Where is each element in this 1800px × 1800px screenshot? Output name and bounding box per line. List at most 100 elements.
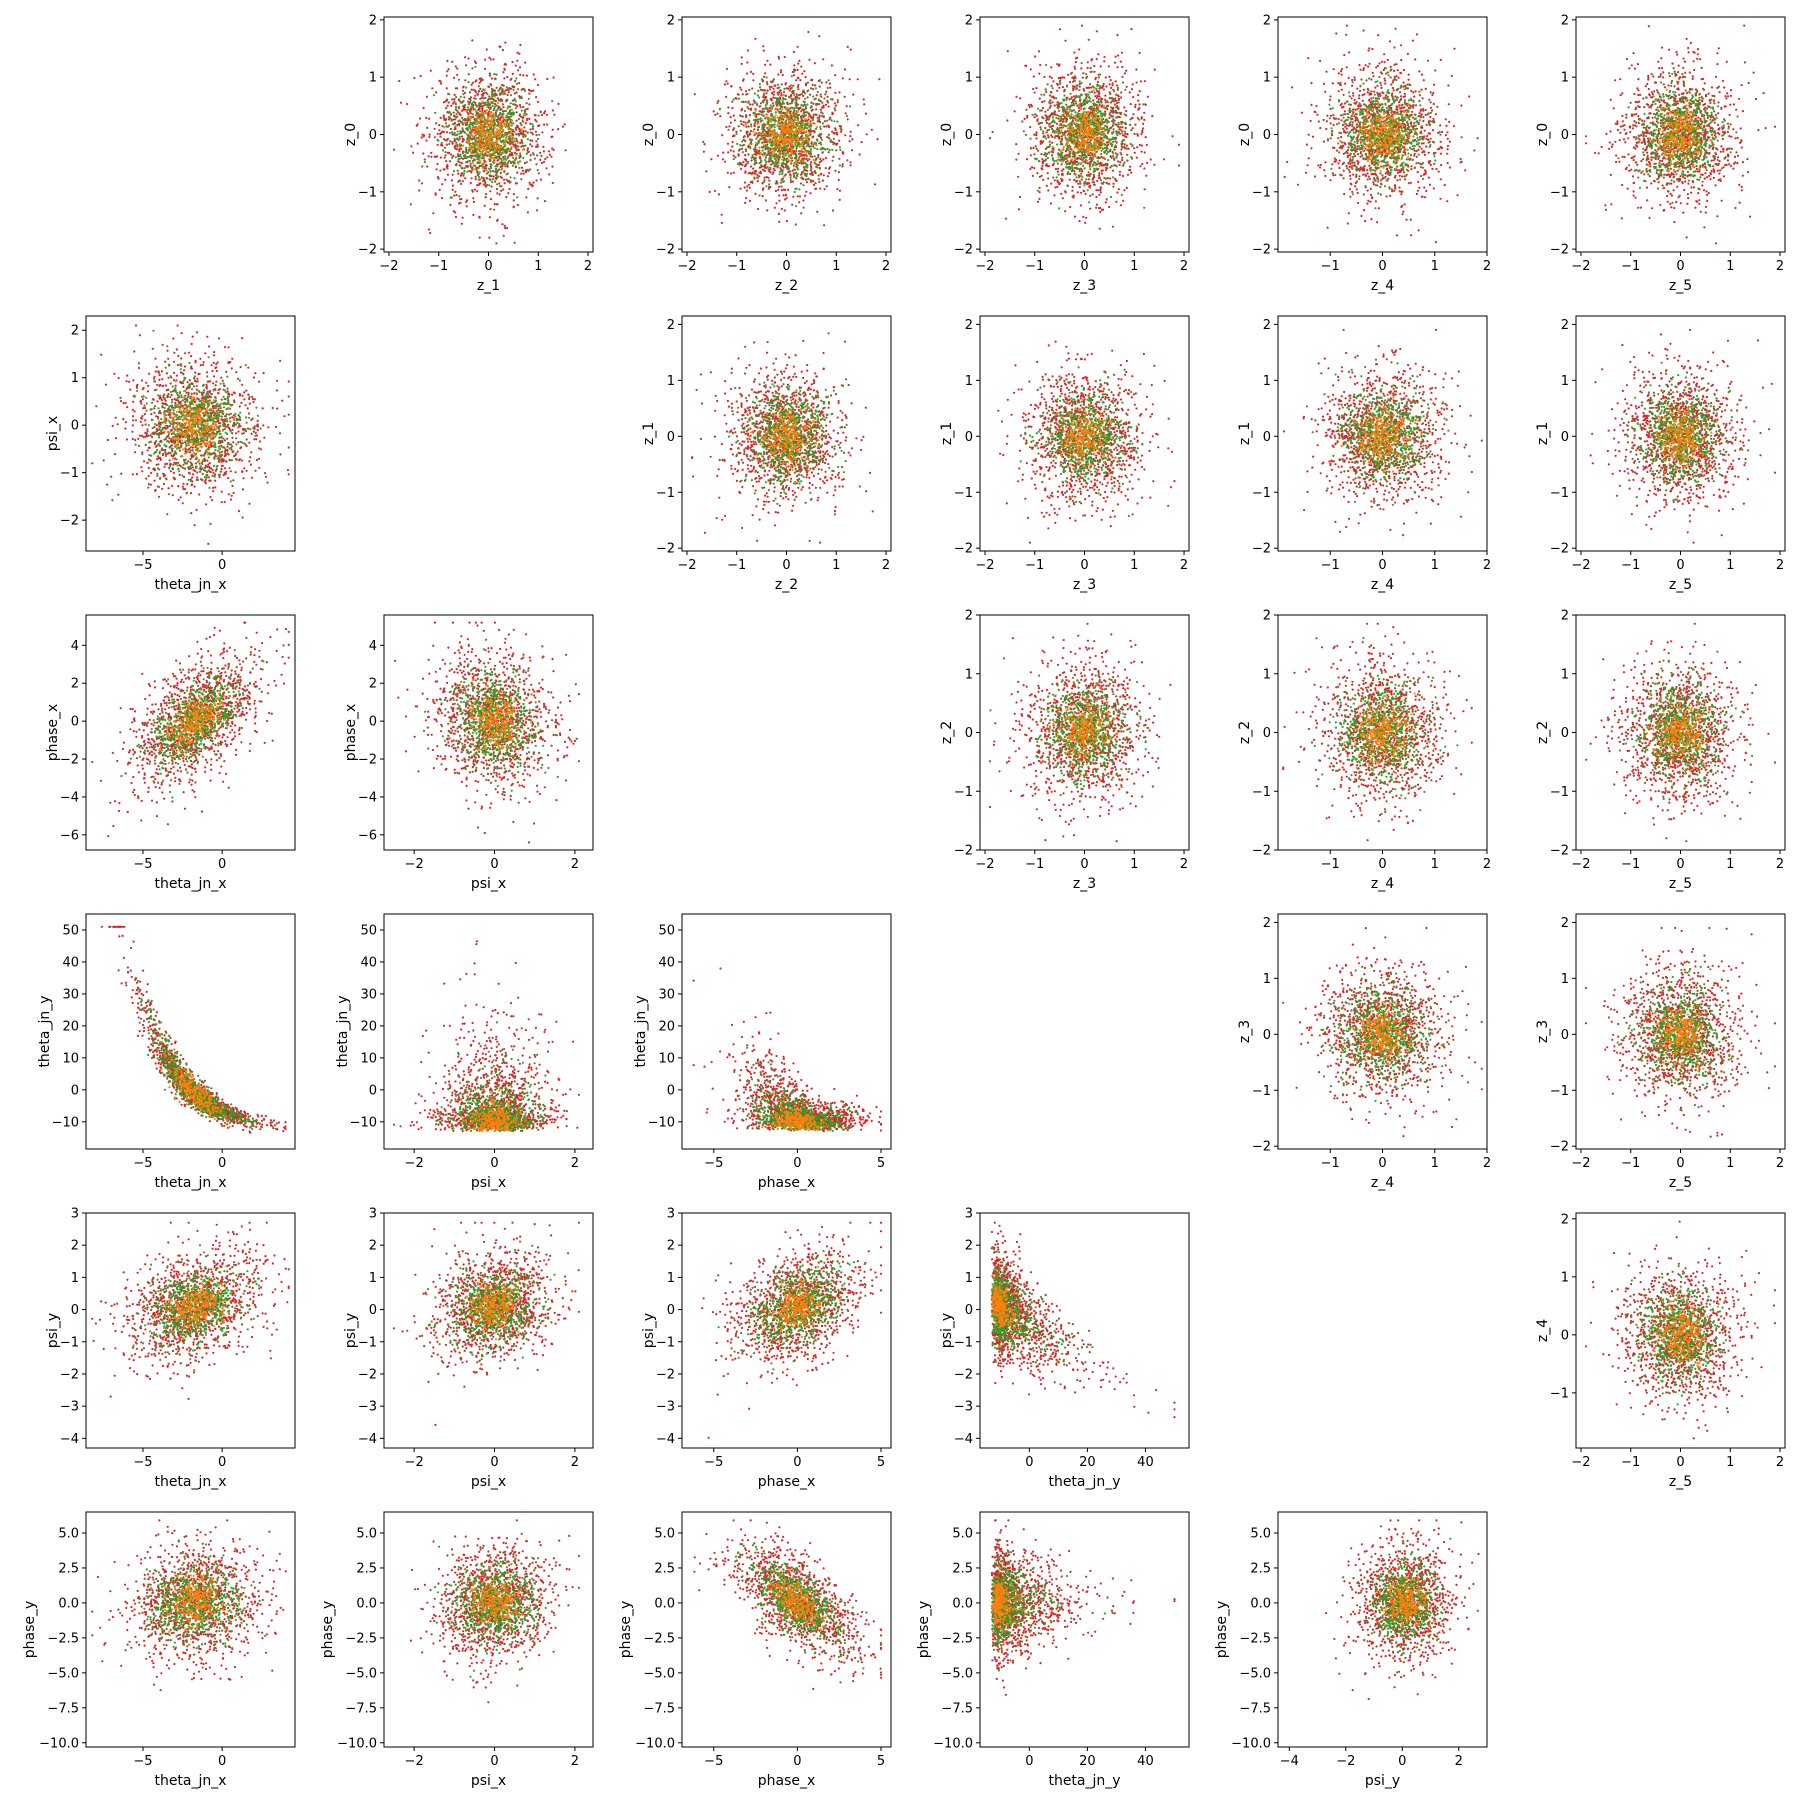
point-red [542,146,544,148]
point-red [504,63,506,65]
point-red [491,186,493,188]
point-red [484,59,486,61]
point-red [489,190,491,192]
point-red [460,183,462,185]
point-red [534,78,536,80]
point-red [435,91,437,93]
point-red [488,95,490,97]
point-red [528,93,530,95]
pair-plot-figure: −2 −1 0 1 2−2−1012z_1z_0−2 −1 0 1 2−2−1012z_2z_0… [0,0,1800,1800]
point-red [539,152,541,154]
point-red [492,178,494,180]
point-red [475,79,477,81]
point-red [445,107,447,109]
point-red [548,150,550,152]
point-red [444,147,446,149]
point-red [508,91,510,93]
point-red [502,49,504,51]
point-red [468,73,470,75]
point-red [508,89,510,91]
point-red [501,223,503,225]
point-red [516,182,518,184]
point-red [518,95,520,97]
point-red [434,136,436,138]
point-red [479,88,481,90]
point-red [466,205,468,207]
point-red [475,176,477,178]
point-red [503,179,505,181]
point-red [522,74,524,76]
point-red [529,128,531,130]
point-red [462,175,464,177]
point-red [435,168,437,170]
point-red [504,225,506,227]
point-red [522,170,524,172]
point-red [526,102,528,104]
point-red [502,103,504,105]
point-red [428,118,430,120]
point-red [440,83,442,85]
point-red [462,180,464,182]
point-red [471,39,473,41]
point-red [446,131,448,133]
point-red [523,126,525,128]
point-red [519,115,521,117]
point-red [525,130,527,132]
point-red [494,203,496,205]
point-red [564,123,566,125]
point-red [454,118,456,120]
point-red [527,188,529,190]
point-red [456,74,458,76]
point-red [552,129,554,131]
point-red [514,242,516,244]
point-red [520,173,522,175]
point-red [502,106,504,108]
point-red [506,179,508,181]
point-red [485,193,487,195]
point-red [463,96,465,98]
point-red [464,79,466,81]
point-red [504,227,506,229]
point-red [447,105,449,107]
point-red [511,61,513,63]
point-red [498,45,500,47]
point-red [464,56,466,58]
point-red [512,73,514,75]
point-red [418,179,420,181]
point-red [530,154,532,156]
point-red [471,89,473,91]
point-red [455,216,457,218]
point-red [428,228,430,230]
point-red [483,170,485,172]
point-red [516,111,518,113]
point-red [504,182,506,184]
point-red [489,72,491,74]
point-red [535,140,537,142]
point-red [506,227,508,229]
point-red [439,189,441,191]
point-red [444,157,446,159]
point-red [432,212,434,214]
point-red [502,71,504,73]
point-red [429,232,431,234]
point-red [478,85,480,87]
point-red [461,135,463,137]
point-red [479,82,481,84]
point-red [422,152,424,154]
point-red [546,156,548,158]
point-red [469,91,471,93]
point-red [490,58,492,60]
point-red [513,199,515,201]
point-red [440,156,442,158]
point-red [500,172,502,174]
point-red [527,211,529,213]
point-red [455,164,457,166]
point-red [421,136,423,138]
point-red [499,193,501,195]
point-red [444,179,446,181]
point-red [533,73,535,75]
point-red [446,87,448,89]
point-red [543,150,545,152]
point-red [470,163,472,165]
